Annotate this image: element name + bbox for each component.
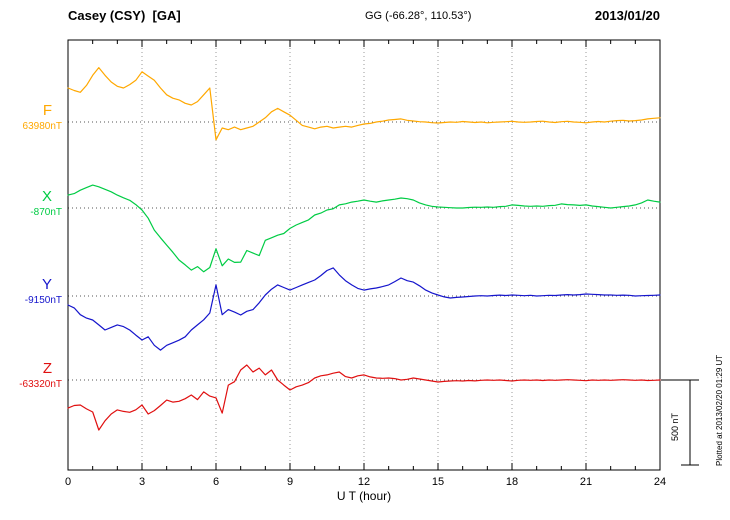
x-tick-label: 0 — [65, 476, 71, 488]
geo-coordinates: GG (-66.28°, 110.53°) — [365, 10, 472, 22]
trace-X — [67, 184, 661, 273]
x-tick-label: 3 — [139, 476, 145, 488]
scale-bar-label: 500 nT — [670, 412, 680, 441]
x-tick-label: 6 — [213, 476, 219, 488]
series-letter-Y: Y — [41, 276, 52, 293]
series-label-X: X -870nT — [0, 189, 62, 218]
series-baseline-X: -870nT — [30, 207, 62, 218]
trace-Y — [67, 267, 661, 351]
series-letter-X: X — [41, 188, 52, 205]
x-tick-label: 18 — [506, 476, 518, 488]
station-title: Casey (CSY) [GA] — [68, 8, 181, 23]
series-baseline-Y: -9150nT — [24, 295, 62, 306]
trace-F — [67, 66, 661, 141]
x-tick-label: 24 — [654, 476, 666, 488]
x-tick-label: 12 — [358, 476, 370, 488]
series-label-Y: Y -9150nT — [0, 277, 62, 306]
series-label-Z: Z -63320nT — [0, 361, 62, 390]
series-baseline-F: 63980nT — [22, 121, 62, 132]
x-tick-label: 9 — [287, 476, 293, 488]
x-axis-title: U T (hour) — [336, 489, 392, 503]
trace-Z — [67, 364, 661, 431]
series-baseline-Z: -63320nT — [19, 379, 62, 390]
series-letter-F: F — [42, 102, 52, 119]
series-letter-Z: Z — [42, 360, 52, 377]
plotted-timestamp: Plotted at 2013/02/20 01:29 UT — [715, 355, 724, 466]
series-label-F: F 63980nT — [0, 103, 62, 132]
x-tick-label: 21 — [580, 476, 592, 488]
x-tick-label: 15 — [432, 476, 444, 488]
plot-date: 2013/01/20 — [594, 8, 660, 23]
